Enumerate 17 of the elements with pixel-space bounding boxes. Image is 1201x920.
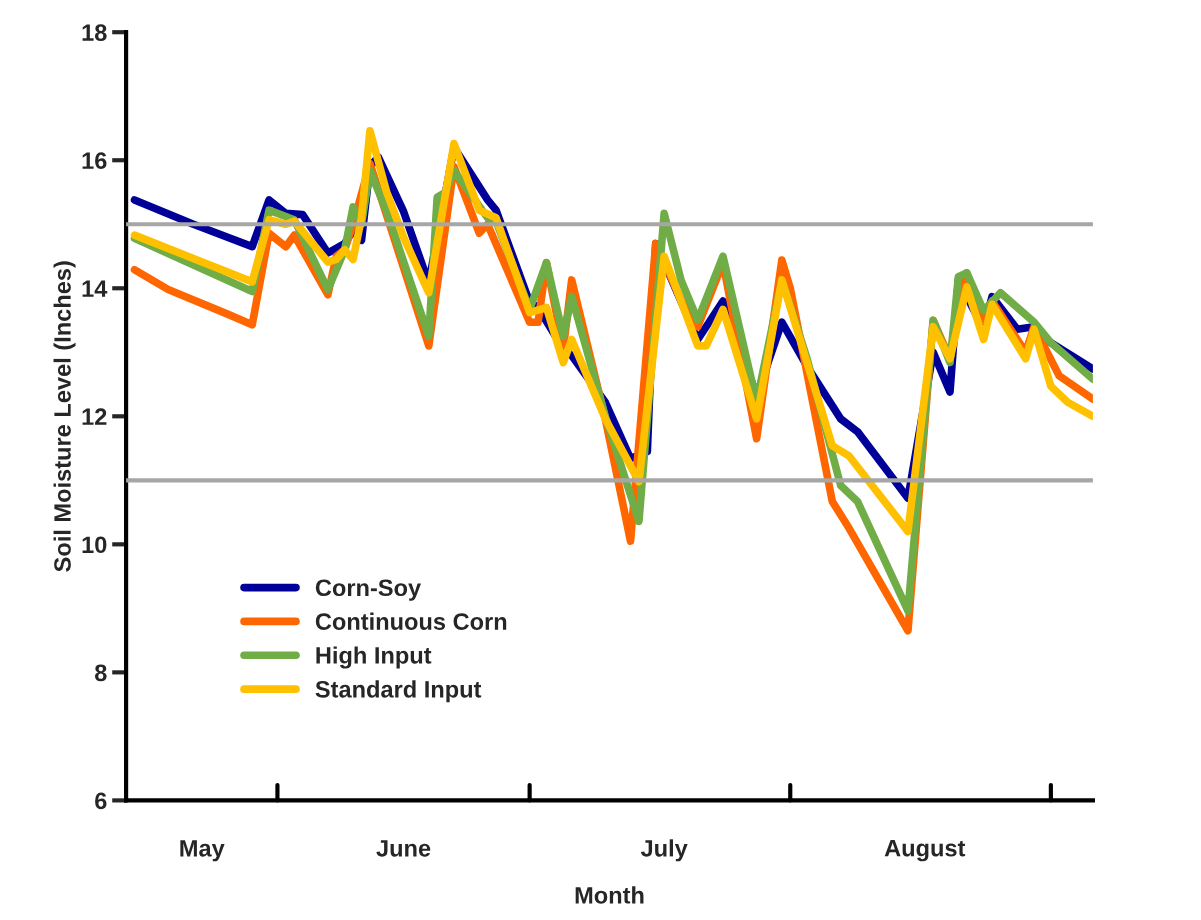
y-tick-label: 8 <box>94 664 107 682</box>
x-tick-label: July <box>640 839 688 862</box>
legend-label: Corn-Soy <box>315 579 421 601</box>
y-tick-label: 12 <box>82 408 107 425</box>
legend-label: Continuous Corn <box>315 612 507 630</box>
y-tick-label: 16 <box>82 152 107 170</box>
y-tick-label: 14 <box>82 280 108 297</box>
y-tick-label: 6 <box>95 792 107 810</box>
x-tick-label: May <box>180 840 225 862</box>
x-axis-title: Month <box>575 886 644 904</box>
y-tick-label: 18 <box>82 24 107 41</box>
x-tick-label: June <box>376 840 431 857</box>
y-tick-label: 10 <box>82 536 107 554</box>
y-axis-title: Soil Moisture Level (Inches) <box>53 261 76 572</box>
legend-label: High Input <box>316 646 432 669</box>
x-tick-label: August <box>884 840 966 862</box>
legend-label: Standard Input <box>315 680 482 703</box>
